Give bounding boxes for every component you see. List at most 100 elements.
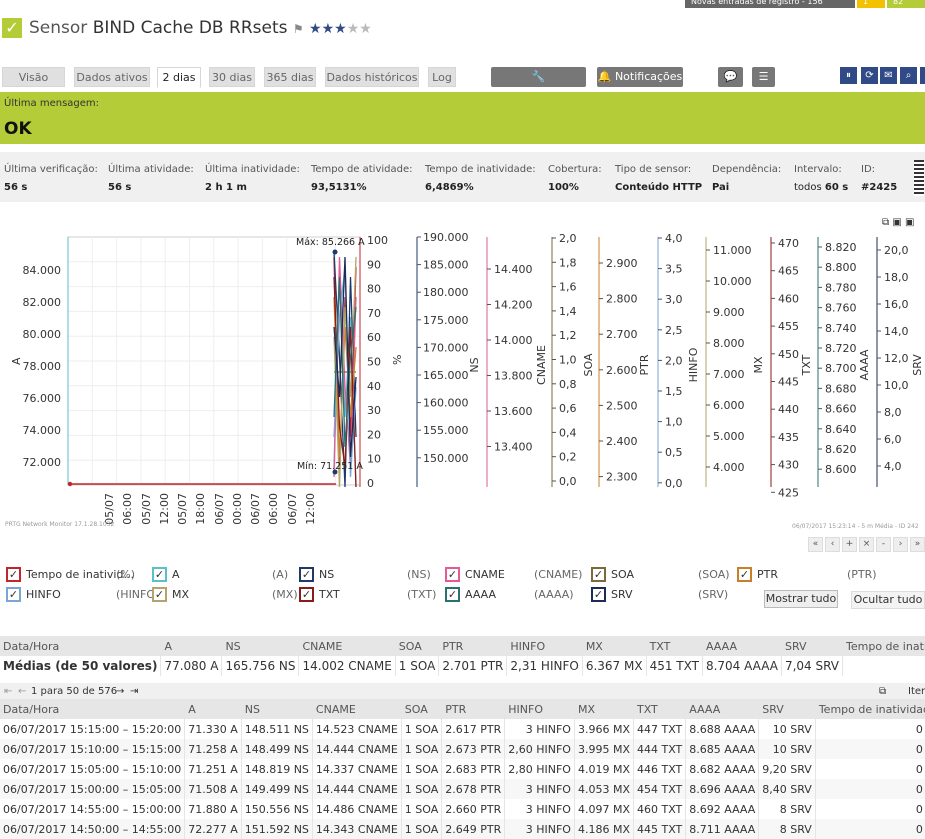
table-row[interactable]: 06/07/2017 14:55:00 – 15:00:00 71.880 A 15… (0, 799, 925, 819)
tab-live-data[interactable]: Dados ativos (74, 67, 150, 87)
ok-badge[interactable]: 82 (887, 0, 925, 8)
tick-label: 8.820 (825, 241, 857, 254)
table-row[interactable]: 06/07/2017 14:50:00 – 14:55:00 72.277 A 15… (0, 819, 925, 839)
legend-item-tempo-de-inativid-[interactable]: ✓ Tempo de inativid... (%) (6, 567, 146, 583)
column-header[interactable]: MX (574, 699, 633, 719)
column-header[interactable]: HINFO (505, 699, 575, 719)
warning-badge[interactable]: 1 (857, 0, 885, 8)
priority-stars[interactable]: ★★★★★ (309, 21, 372, 37)
legend-item-cname[interactable]: ✓ CNAME (CNAME) (445, 567, 585, 583)
legend-item-hinfo[interactable]: ✓ HINFO (HINFO) (6, 587, 146, 603)
tick-label: 14.000 (494, 334, 533, 347)
legend-checkbox[interactable]: ✓ (152, 587, 167, 602)
pause-button[interactable]: ⏸ (840, 67, 857, 84)
legend-checkbox[interactable]: ✓ (591, 587, 606, 602)
column-header[interactable]: Tempo de inatividade (843, 636, 925, 656)
comment-button[interactable]: 💬 (718, 67, 743, 87)
column-header[interactable]: MX (582, 636, 646, 656)
legend-item-ptr[interactable]: ✓ PTR (PTR) (737, 567, 877, 583)
legend-item-txt[interactable]: ✓ TXT (TXT) (299, 587, 439, 603)
nav-first-button[interactable]: « (808, 537, 823, 552)
refresh-button[interactable]: ⟳ (861, 67, 878, 84)
column-header[interactable]: SRV (759, 699, 816, 719)
legend-checkbox[interactable]: ✓ (445, 587, 460, 602)
legend-item-mx[interactable]: ✓ MX (MX) (152, 587, 292, 603)
column-header[interactable]: NS (222, 636, 299, 656)
tab-2-days[interactable]: 2 dias (157, 67, 201, 88)
tab-historic-data[interactable]: Dados históricos (325, 67, 419, 87)
hide-all-button[interactable]: Ocultar tudo (851, 591, 925, 609)
column-header[interactable]: PTR (442, 699, 505, 719)
list-button[interactable]: ☰ (752, 67, 775, 87)
tab-overview[interactable]: Visão geral (2, 67, 65, 87)
legend-checkbox[interactable]: ✓ (299, 587, 314, 602)
zoom-reset-button[interactable]: × (859, 537, 874, 552)
zoom-out-button[interactable]: - (876, 537, 891, 552)
column-header[interactable]: SOA (401, 699, 441, 719)
nav-last-button[interactable]: » (910, 537, 925, 552)
refresh-icon: ⟳ (865, 70, 873, 81)
table-cell: 1 SOA (401, 779, 441, 799)
nav-next-button[interactable]: › (893, 537, 908, 552)
column-header[interactable]: Data/Hora (0, 636, 161, 656)
search-button[interactable]: ⌕ (900, 67, 917, 84)
column-header[interactable]: NS (241, 699, 312, 719)
qr-code-icon[interactable] (914, 160, 924, 196)
column-header[interactable]: PTR (439, 636, 507, 656)
column-header[interactable]: CNAME (299, 636, 395, 656)
flag-icon[interactable]: ⚑ (293, 22, 304, 36)
summary-cell: Médias (de 50 valores) (0, 656, 161, 676)
column-header[interactable]: A (185, 699, 242, 719)
column-header[interactable]: CNAME (312, 699, 401, 719)
legend-checkbox[interactable]: ✓ (299, 567, 314, 582)
legend-checkbox[interactable]: ✓ (152, 567, 167, 582)
legend-checkbox[interactable]: ✓ (6, 587, 21, 602)
table-row[interactable]: 06/07/2017 15:10:00 – 15:15:00 71.258 A 14… (0, 739, 925, 759)
table-row[interactable]: 06/07/2017 15:05:00 – 15:10:00 71.251 A 14… (0, 759, 925, 779)
table-cell: 06/07/2017 15:00:00 – 15:05:00 (0, 779, 185, 799)
column-header[interactable]: TXT (633, 699, 685, 719)
column-header[interactable]: AAAA (702, 636, 781, 656)
legend-checkbox[interactable]: ✓ (591, 567, 606, 582)
legend-item-ns[interactable]: ✓ NS (NS) (299, 567, 439, 583)
nav-prev-button[interactable]: ‹ (825, 537, 840, 552)
tab-30-days[interactable]: 30 dias (209, 67, 255, 87)
legend-checkbox[interactable]: ✓ (445, 567, 460, 582)
table-cell: 2.673 PTR (442, 739, 505, 759)
email-button[interactable]: ✉ (880, 67, 897, 84)
settings-button[interactable]: 🔧 Configurações (491, 67, 586, 87)
star-filled[interactable]: ★★★ (309, 21, 347, 37)
tick-label: 7.000 (713, 368, 745, 381)
log-entries-badge[interactable]: Novas entradas de registro - 156 (685, 0, 855, 8)
column-header[interactable]: SRV (781, 636, 842, 656)
star-empty[interactable]: ★★ (347, 21, 372, 37)
legend-item-srv[interactable]: ✓ SRV (SRV) (591, 587, 731, 603)
legend-checkbox[interactable]: ✓ (6, 567, 21, 582)
zoom-in-button[interactable]: + (842, 537, 857, 552)
column-header[interactable]: Data/Hora (0, 699, 185, 719)
a-tick-label: 84.000 (23, 264, 62, 277)
legend-checkbox[interactable]: ✓ (737, 567, 752, 582)
more-button[interactable]: ▸ (920, 67, 925, 84)
show-all-button[interactable]: Mostrar tudo (764, 590, 838, 608)
column-header[interactable]: TXT (646, 636, 702, 656)
tab-log[interactable]: Log (428, 67, 456, 87)
column-header[interactable]: A (161, 636, 222, 656)
tick-label: 8.780 (825, 281, 857, 294)
tick-label: 2.800 (606, 293, 638, 306)
column-header[interactable]: Tempo de inatividade (815, 699, 925, 719)
table-cell: 148.511 NS (241, 719, 312, 739)
table-cell: 8.685 AAAA (686, 739, 759, 759)
table-row[interactable]: 06/07/2017 15:00:00 – 15:05:00 71.508 A 14… (0, 779, 925, 799)
notifications-button[interactable]: 🔔 Notificações (597, 67, 683, 87)
table-cell: 0 % (815, 819, 925, 839)
legend-item-soa[interactable]: ✓ SOA (SOA) (591, 567, 731, 583)
legend-item-aaaa[interactable]: ✓ AAAA (AAAA) (445, 587, 585, 603)
tab-365-days[interactable]: 365 dias (264, 67, 316, 87)
column-header[interactable]: SOA (395, 636, 439, 656)
table-row[interactable]: 06/07/2017 15:15:00 – 15:20:00 71.330 A 14… (0, 719, 925, 739)
legend-name: TXT (319, 588, 340, 601)
column-header[interactable]: HINFO (507, 636, 582, 656)
legend-item-a[interactable]: ✓ A (A) (152, 567, 292, 583)
column-header[interactable]: AAAA (686, 699, 759, 719)
